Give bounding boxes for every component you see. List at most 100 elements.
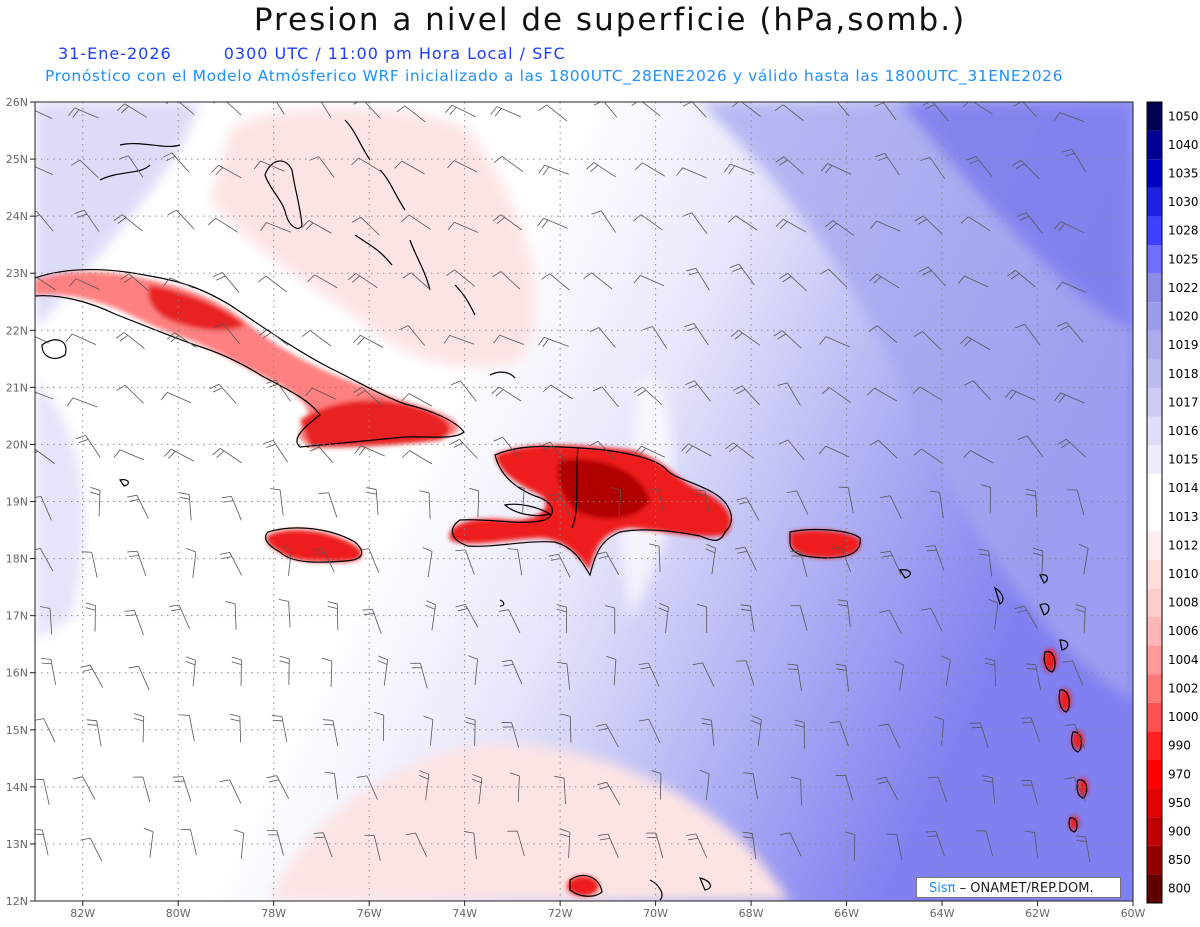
wind-barb	[253, 160, 285, 172]
colorbar-label: 1004	[1168, 653, 1199, 667]
wind-barb	[928, 776, 948, 802]
wind-barb	[493, 334, 524, 345]
wind-barb	[774, 104, 804, 122]
wind-barb	[128, 665, 150, 691]
lat-label: 26N	[6, 96, 28, 109]
wind-barb	[465, 716, 476, 747]
wind-barb	[837, 599, 851, 628]
wind-barb	[790, 605, 808, 631]
wind-barb	[86, 719, 102, 747]
wind-barb	[560, 713, 572, 743]
wind-barb	[701, 718, 715, 747]
colorbar-swatch	[1147, 759, 1162, 789]
wind-barb	[348, 272, 378, 289]
wind-barb	[684, 323, 709, 346]
lon-label: 70W	[643, 907, 668, 920]
wind-barb	[633, 386, 663, 405]
colorbar-label: 1040	[1168, 138, 1199, 152]
colorbar-label: 1020	[1168, 310, 1199, 324]
wind-barb	[777, 382, 801, 406]
wind-barb	[354, 445, 385, 457]
wind-barb	[879, 609, 902, 634]
colorbar-swatch	[1147, 159, 1162, 188]
wind-barb	[143, 827, 154, 858]
wind-barb	[1054, 392, 1085, 404]
wind-barb	[790, 550, 808, 577]
wind-barb	[819, 445, 850, 458]
wind-barb	[492, 214, 523, 231]
wind-barb	[1053, 221, 1085, 234]
wind-barb	[633, 214, 663, 231]
subtitle-datetime: 31-Ene-2026 0300 UTC / 11:00 pm Hora Loca…	[58, 44, 566, 63]
wind-barb	[957, 275, 989, 288]
colorbar-label: 1014	[1168, 481, 1199, 495]
wind-barb	[69, 278, 100, 290]
wind-barb	[643, 326, 668, 349]
wind-barb	[225, 601, 237, 630]
wind-barb	[463, 831, 477, 860]
lon-label: 68W	[739, 907, 764, 920]
lon-label: 62W	[1025, 907, 1050, 920]
wind-barb	[831, 547, 852, 572]
lat-label: 18N	[6, 553, 28, 566]
wind-barb	[266, 829, 284, 856]
wind-barb	[835, 775, 854, 801]
colorbar-swatch	[1147, 874, 1162, 903]
wind-barb	[327, 601, 339, 630]
wind-barb	[455, 549, 475, 575]
wind-barb	[960, 216, 991, 232]
wind-barb	[982, 775, 996, 804]
wind-barb	[312, 548, 335, 572]
wind-barb	[450, 380, 477, 402]
wind-barb	[306, 443, 334, 464]
wind-barb	[537, 217, 568, 229]
wind-barb	[35, 275, 56, 291]
wind-barb	[260, 222, 291, 233]
wind-barb	[410, 662, 428, 689]
wind-barb	[276, 102, 285, 115]
wind-barb	[320, 102, 332, 118]
wind-barb	[1062, 660, 1083, 686]
colorbar-label: 1006	[1168, 624, 1199, 638]
wind-barb	[838, 486, 854, 514]
wind-barb	[912, 386, 943, 401]
wind-barb	[731, 102, 761, 117]
wind-barb	[538, 164, 569, 176]
wind-barb	[1021, 780, 1039, 806]
colorbar-label: 1012	[1168, 538, 1199, 552]
wind-barb	[696, 604, 708, 633]
wind-barb	[167, 209, 195, 230]
wind-barb	[913, 448, 944, 464]
land-low-pressure	[35, 271, 1088, 896]
colorbar-swatch	[1147, 359, 1162, 389]
wind-barb	[794, 719, 805, 749]
lon-label: 72W	[548, 907, 573, 920]
wind-barb	[1055, 281, 1087, 293]
wind-barb	[212, 448, 242, 464]
wind-barb	[845, 831, 856, 861]
wind-barb	[418, 770, 430, 801]
wind-barb	[611, 486, 622, 517]
wind-barb	[501, 659, 523, 685]
wind-barb	[211, 164, 242, 179]
lat-label: 13N	[6, 838, 28, 851]
wind-barb	[779, 273, 808, 292]
wind-barb	[234, 829, 245, 860]
lat-lon-grid	[35, 102, 1133, 901]
wind-barb	[402, 450, 433, 465]
wind-barb	[492, 271, 521, 290]
wind-barb	[514, 484, 525, 515]
wind-barb	[597, 781, 621, 806]
lat-label: 25N	[6, 153, 28, 166]
colorbar-label: 1019	[1168, 338, 1199, 352]
wind-barb	[876, 776, 899, 801]
wind-barb	[419, 490, 431, 519]
wind-barb	[179, 492, 192, 521]
lat-label: 20N	[6, 438, 28, 451]
wind-barb	[1064, 723, 1085, 749]
wind-barb	[279, 655, 290, 685]
wind-barb	[1005, 389, 1036, 401]
wind-barb	[1021, 717, 1041, 743]
colorbar-swatch	[1147, 273, 1162, 303]
forecast-time: 0300 UTC / 11:00 pm Hora Local / SFC	[223, 44, 566, 63]
